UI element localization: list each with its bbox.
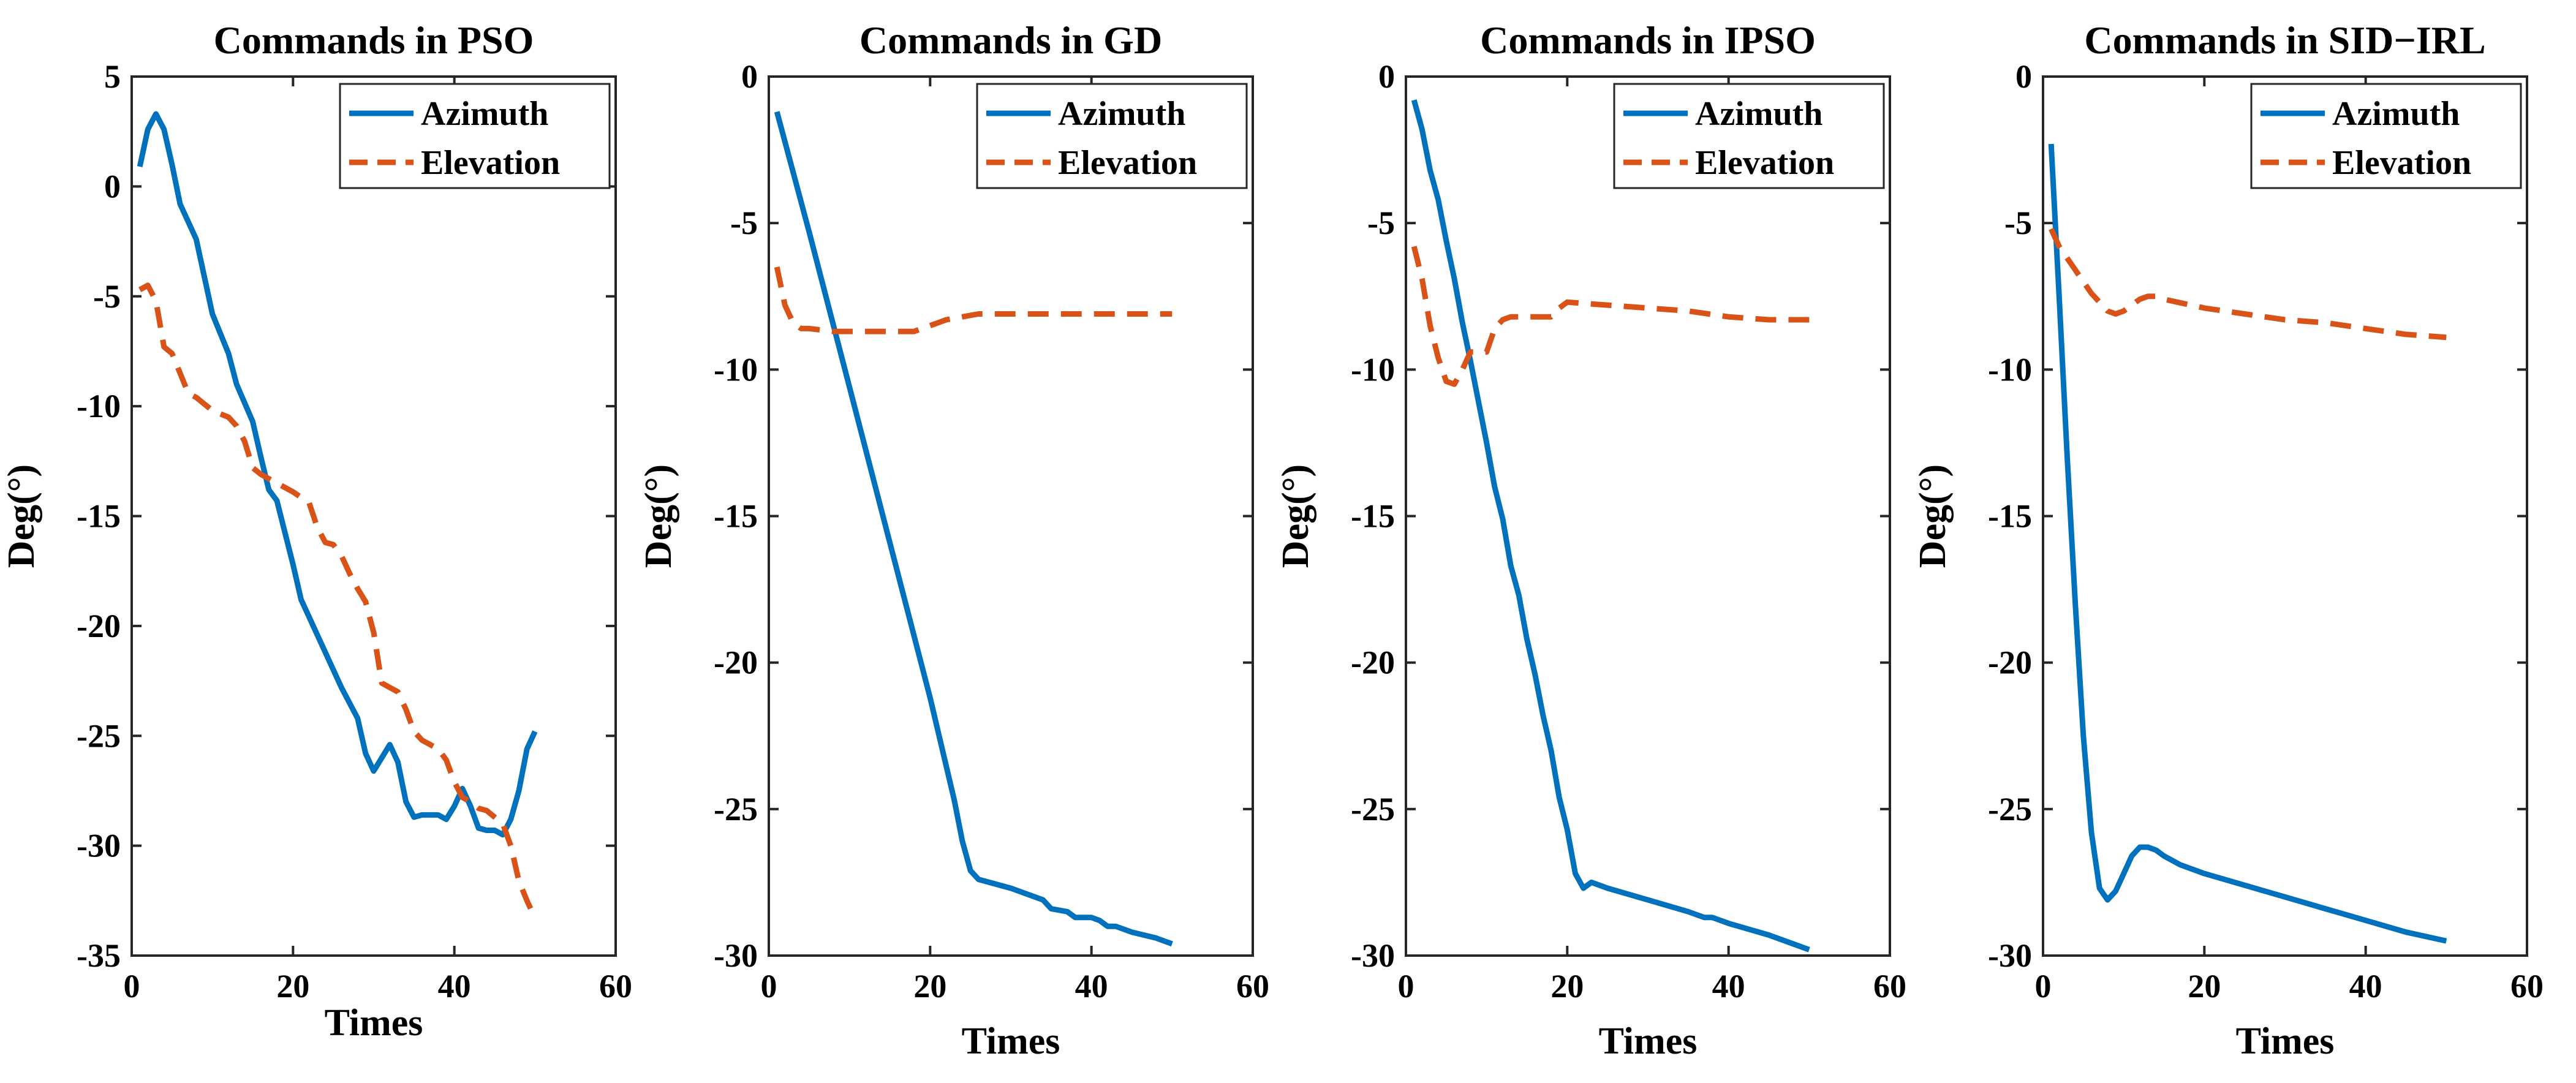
y-tick-label: 0 <box>1378 58 1395 95</box>
chart-title: Commands in PSO <box>214 18 534 62</box>
series-line-azimuth <box>2048 143 2447 944</box>
chart-panel-3: Commands in IPSO 0 20 40 60 0 -5 -10 -15 -20 -25 -3… <box>1275 18 1906 1062</box>
y-tick-label: -25 <box>77 717 121 754</box>
legend-label-elevation: Elevation <box>1695 144 1834 182</box>
chart-panel-4: Commands in SID−IRL 0 20 40 60 0 -5 -10 -15 -20 -2… <box>1912 18 2544 1062</box>
series-line-azimuth <box>1411 99 1810 953</box>
x-tick-label: 40 <box>438 968 471 1005</box>
x-tick-label: 0 <box>761 968 777 1005</box>
x-tick-label: 20 <box>1551 968 1584 1005</box>
y-tick-label: -10 <box>1988 351 2032 388</box>
y-tick-label: -5 <box>730 205 758 241</box>
axes-frame <box>768 75 1254 957</box>
chart-title: Commands in IPSO <box>1480 18 1816 62</box>
y-tick-label: -10 <box>714 351 758 388</box>
y-tick-label: -15 <box>1351 498 1395 535</box>
legend-box <box>339 83 611 189</box>
y-tick-label: -30 <box>1988 937 2032 974</box>
chart-title: Commands in GD <box>859 18 1162 62</box>
x-tick-label: 0 <box>2035 968 2052 1005</box>
y-tick-label: -25 <box>714 791 758 828</box>
x-axis-label: Times <box>325 1002 423 1044</box>
x-tick-label: 0 <box>1398 968 1415 1005</box>
y-tick-label: -20 <box>77 608 121 644</box>
x-tick-label: 60 <box>2510 968 2544 1005</box>
axes-frame <box>1405 75 1891 957</box>
legend-label-elevation: Elevation <box>421 144 560 182</box>
x-tick-label: 40 <box>2349 968 2382 1005</box>
y-tick-label: -25 <box>1988 791 2032 828</box>
legend-box <box>976 83 1248 189</box>
series-line-azimuth <box>774 111 1173 947</box>
y-tick-label: 0 <box>2015 58 2032 95</box>
x-tick-label: 60 <box>1236 968 1269 1005</box>
y-tick-label: -30 <box>77 828 121 864</box>
x-tick-label: 20 <box>2188 968 2221 1005</box>
y-tick-label: -5 <box>93 278 121 315</box>
series-line-elevation <box>2049 227 2447 341</box>
y-tick-label: -30 <box>1351 937 1395 974</box>
legend-label-elevation: Elevation <box>2332 144 2471 182</box>
axes-frame <box>2042 75 2528 957</box>
series-line-elevation <box>138 282 538 919</box>
chart-panel-1: Commands in PSO 0 20 40 60 5 0 -5 -10 -15 -20 -25 -3… <box>1 18 632 1044</box>
chart-title: Commands in SID−IRL <box>2084 18 2485 62</box>
y-tick-label: 0 <box>104 168 121 205</box>
y-axis-label: Deg(°) <box>1275 464 1316 568</box>
legend-box <box>2250 83 2522 189</box>
x-tick-label: 20 <box>913 968 946 1005</box>
y-tick-label: -10 <box>77 388 121 425</box>
y-tick-label: 5 <box>104 58 121 95</box>
y-tick-label: -35 <box>77 937 121 974</box>
y-tick-label: -20 <box>1351 644 1395 681</box>
legend-label-azimuth: Azimuth <box>1695 95 1822 133</box>
legend-label-elevation: Elevation <box>1058 144 1197 182</box>
x-tick-label: 20 <box>276 968 309 1005</box>
y-tick-label: -15 <box>714 498 758 535</box>
series-line-elevation <box>1411 246 1810 387</box>
chart-panel-2: Commands in GD 0 20 40 60 0 -5 -10 -15 -20 -25 -30 T… <box>638 18 1269 1062</box>
axes-frame <box>130 75 617 957</box>
y-axis-label: Deg(°) <box>1912 464 1954 568</box>
y-tick-label: -15 <box>77 498 121 535</box>
y-tick-label: -20 <box>1988 644 2032 681</box>
legend-label-azimuth: Azimuth <box>2332 95 2460 133</box>
x-axis-label: Times <box>2236 1021 2335 1062</box>
y-tick-label: -25 <box>1351 791 1395 828</box>
series-line-elevation <box>774 266 1173 334</box>
legend-label-azimuth: Azimuth <box>421 95 548 133</box>
x-axis-label: Times <box>962 1021 1060 1062</box>
series-line-azimuth <box>137 111 538 838</box>
y-axis-label: Deg(°) <box>1 464 42 568</box>
legend-label-azimuth: Azimuth <box>1058 95 1185 133</box>
x-tick-label: 40 <box>1712 968 1745 1005</box>
y-tick-label: -5 <box>1367 205 1395 241</box>
x-tick-label: 0 <box>124 968 140 1005</box>
y-tick-label: -10 <box>1351 351 1395 388</box>
x-tick-label: 60 <box>1873 968 1906 1005</box>
y-tick-label: -15 <box>1988 498 2032 535</box>
y-tick-label: -20 <box>714 644 758 681</box>
y-axis-label: Deg(°) <box>638 464 679 568</box>
x-tick-label: 40 <box>1075 968 1108 1005</box>
y-tick-label: -5 <box>2004 205 2032 241</box>
x-axis-label: Times <box>1599 1021 1698 1062</box>
y-tick-label: -30 <box>714 937 758 974</box>
legend-box <box>1613 83 1885 189</box>
y-tick-label: 0 <box>741 58 758 95</box>
x-tick-label: 60 <box>599 968 632 1005</box>
